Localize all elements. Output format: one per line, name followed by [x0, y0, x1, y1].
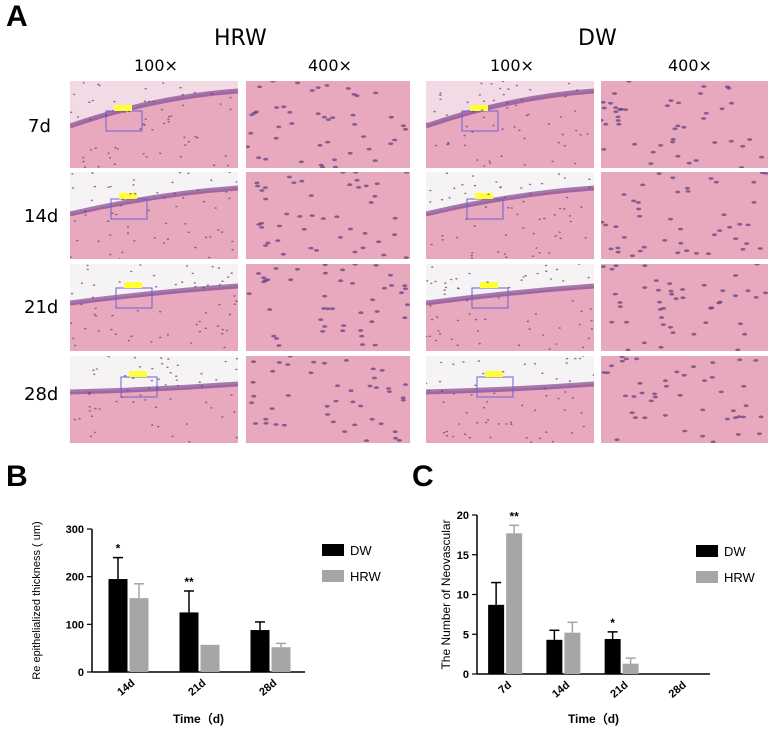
chart-c-x-tick-label: 7d [497, 679, 515, 696]
chart-c-legend-label-dw: DW [724, 544, 746, 559]
row-label-28d: 28d [24, 384, 59, 405]
panel-b-letter: B [6, 460, 28, 493]
chart-c-y-axis-label: The Number of Neovascular [439, 519, 453, 669]
chart-c-bar-dw-7d [488, 604, 505, 674]
micrograph-14d-dw-100x [426, 172, 594, 259]
chart-c-bar-dw-21d [604, 639, 621, 674]
chart-c-legend-swatch-dw [696, 545, 718, 557]
micrograph-14d-dw-400x [601, 172, 768, 259]
micrograph-14d-hrw-400x [246, 172, 410, 259]
chart-b-y-axis-label: Re epithelialized thickness ( um) [31, 521, 43, 679]
chart-c-y-tick-label: 10 [457, 590, 469, 602]
chart-c-bar-hrw-21d [622, 663, 639, 674]
row-label-14d: 14d [24, 206, 59, 227]
chart-c-significance-label: ** [509, 509, 519, 523]
row-label-7d: 7d [28, 116, 51, 137]
chart-b-x-tick-label: 14d [115, 677, 137, 698]
micrograph-21d-dw-100x [426, 264, 594, 351]
group-title-dw: DW [578, 26, 617, 51]
chart-c-y-tick-label: 0 [463, 669, 469, 681]
chart-b-bar-hrw-14d [129, 598, 149, 672]
micrograph-7d-dw-400x [601, 81, 768, 168]
micrograph-28d-hrw-400x [246, 356, 410, 443]
chart-b-bar-dw-21d [179, 612, 199, 672]
chart-b-legend-label-dw: DW [350, 543, 372, 558]
row-label-21d: 21d [24, 297, 59, 318]
chart-b-legend-label-hrw: HRW [350, 569, 382, 584]
chart-c-x-tick-label: 14d [550, 679, 572, 700]
chart-c-x-axis-label: Time（d) [568, 711, 619, 726]
chart-c-y-tick-label: 20 [457, 510, 469, 522]
micrograph-21d-hrw-100x [70, 264, 238, 351]
chart-b-y-tick-label: 100 [66, 619, 84, 631]
mag-label-hrw-100x: 100× [134, 56, 178, 75]
chart-c-x-tick-label: 21d [608, 679, 630, 700]
chart-c-y-tick-label: 5 [463, 629, 469, 641]
chart-b-significance-label: * [116, 542, 121, 556]
micrograph-7d-hrw-400x [246, 81, 410, 168]
chart-c-significance-label: * [610, 616, 615, 630]
chart-b: 0 100 200 300 Re epithelialized thickness ( … [31, 521, 382, 726]
chart-c-bar-hrw-7d [506, 533, 523, 674]
micrograph-7d-hrw-100x [70, 81, 238, 168]
chart-b-legend-swatch-hrw [322, 570, 344, 582]
chart-b-y-tick-label: 300 [66, 524, 84, 536]
chart-c-legend-swatch-hrw [696, 571, 718, 583]
chart-b-bar-hrw-21d [200, 644, 220, 672]
chart-b-legend-swatch-dw [322, 544, 344, 556]
mag-label-hrw-400x: 400× [308, 56, 352, 75]
chart-b-bar-dw-28d [250, 630, 270, 672]
micrograph-28d-dw-100x [426, 356, 594, 443]
chart-b-x-axis-label: Time（d) [173, 711, 224, 726]
group-title-hrw: HRW [214, 26, 267, 51]
chart-b-x-tick-label: 21d [186, 677, 208, 698]
micrograph-28d-hrw-100x [70, 356, 238, 443]
chart-b-significance-label: ** [184, 575, 194, 589]
chart-c-x-tick-label: 28d [667, 679, 689, 700]
micrograph-28d-dw-400x [601, 356, 768, 443]
panel-c-letter: C [412, 460, 434, 493]
chart-c: 0 5 10 15 20 The Number of Neovascular 7d 14d 21… [439, 509, 756, 726]
chart-b-x-tick-label: 28d [257, 677, 279, 698]
mag-label-dw-400x: 400× [668, 56, 712, 75]
chart-b-y-tick-label: 200 [66, 572, 84, 584]
micrograph-21d-dw-400x [601, 264, 768, 351]
chart-b-bar-hrw-28d [271, 647, 291, 672]
mag-label-dw-100x: 100× [490, 56, 534, 75]
chart-c-bar-dw-14d [546, 639, 563, 674]
chart-c-bar-hrw-14d [564, 632, 581, 674]
micrograph-21d-hrw-400x [246, 264, 410, 351]
chart-b-y-tick-label: 0 [78, 667, 84, 679]
micrograph-7d-dw-100x [426, 81, 594, 168]
chart-b-bar-dw-14d [108, 579, 128, 672]
chart-c-legend-label-hrw: HRW [724, 570, 756, 585]
micrograph-14d-hrw-100x [70, 172, 238, 259]
chart-c-y-tick-label: 15 [457, 550, 469, 562]
panel-a-letter: A [6, 0, 28, 33]
